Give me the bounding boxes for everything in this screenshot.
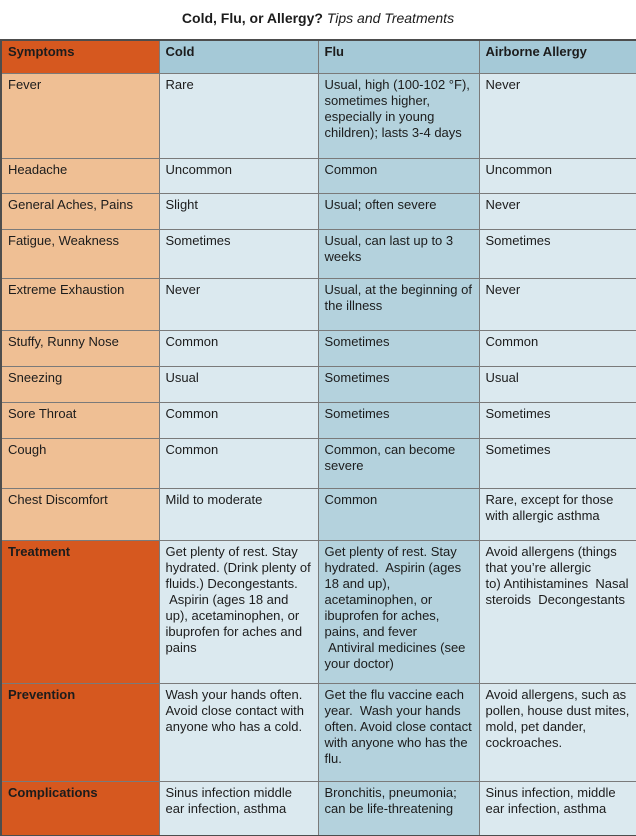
table-row: Headache Uncommon Common Uncommon [0,157,636,194]
cell-flu: Usual, at the beginning of the illness [317,277,480,331]
header-row: Symptoms Cold Flu Airborne Allergy [0,39,636,74]
cell-cold: Wash your hands often. Avoid close conta… [158,682,319,782]
comparison-table: Symptoms Cold Flu Airborne Allergy Fever… [0,39,636,836]
cell-cold: Sometimes [158,228,319,279]
cell-allergy: Rare, except for those with allergic ast… [478,487,636,541]
cell-cold: Common [158,437,319,489]
table-body: Fever Rare Usual, high (100-102 °F), somet… [0,72,636,836]
cell-cold: Uncommon [158,157,319,194]
cell-allergy: Sometimes [478,437,636,489]
table-row: Fatigue, Weakness Sometimes Usual, can las… [0,228,636,279]
cell-flu: Get the flu vaccine each year. Wash your… [317,682,480,782]
table-header: Symptoms Cold Flu Airborne Allergy [0,39,636,74]
row-label: Stuffy, Runny Nose [0,329,160,367]
cell-flu: Common, can become severe [317,437,480,489]
header-allergy: Airborne Allergy [478,39,636,74]
cell-cold: Sinus infection middle ear infection, as… [158,780,319,836]
cell-allergy: Common [478,329,636,367]
cell-cold: Mild to moderate [158,487,319,541]
row-label: Cough [0,437,160,489]
cell-cold: Slight [158,192,319,230]
page-title: Cold, Flu, or Allergy? Tips and Treatmen… [0,0,636,39]
cell-cold: Common [158,329,319,367]
cell-flu: Usual, can last up to 3 weeks [317,228,480,279]
cell-flu: Sometimes [317,365,480,403]
cell-cold: Rare [158,72,319,159]
row-label: General Aches, Pains [0,192,160,230]
row-label: Sneezing [0,365,160,403]
cell-cold: Get plenty of rest. Stay hydrated. (Drin… [158,539,319,684]
row-label: Sore Throat [0,401,160,439]
row-label: Headache [0,157,160,194]
cell-flu: Usual, high (100-102 °F), sometimes high… [317,72,480,159]
row-label: Fever [0,72,160,159]
cell-allergy: Uncommon [478,157,636,194]
cell-flu: Get plenty of rest. Stay hydrated. Aspir… [317,539,480,684]
table-row: Sore Throat Common Sometimes Sometimes [0,401,636,439]
cell-allergy: Avoid allergens, such as pollen, house d… [478,682,636,782]
row-label: Extreme Exhaustion [0,277,160,331]
header-flu: Flu [317,39,480,74]
header-symptoms: Symptoms [0,39,160,74]
cell-allergy: Avoid allergens (things that you’re alle… [478,539,636,684]
row-label: Fatigue, Weakness [0,228,160,279]
cell-flu: Sometimes [317,401,480,439]
table-row: Treatment Get plenty of rest. Stay hydrat… [0,539,636,684]
cell-flu: Common [317,487,480,541]
cell-flu: Sometimes [317,329,480,367]
row-label: Prevention [0,682,160,782]
cell-allergy: Never [478,192,636,230]
title-main: Cold, Flu, or Allergy? [181,9,323,26]
table-row: Cough Common Common, can become severe Some… [0,437,636,489]
cell-flu: Bronchitis, pneumonia; can be life-threa… [317,780,480,836]
table-row: Sneezing Usual Sometimes Usual [0,365,636,403]
cell-allergy: Usual [478,365,636,403]
table-row: Fever Rare Usual, high (100-102 °F), somet… [0,72,636,159]
cell-allergy: Sometimes [478,228,636,279]
table-row: Prevention Wash your hands often. Avoid c… [0,682,636,782]
cell-allergy: Never [478,72,636,159]
cell-allergy: Sinus infection, middle ear infection, a… [478,780,636,836]
cell-allergy: Never [478,277,636,331]
row-label: Chest Discomfort [0,487,160,541]
table-row: General Aches, Pains Slight Usual; often s… [0,192,636,230]
table-row: Extreme Exhaustion Never Usual, at the beg… [0,277,636,331]
table-row: Complications Sinus infection middle ear … [0,780,636,836]
cell-cold: Usual [158,365,319,403]
cell-flu: Usual; often severe [317,192,480,230]
title-subtitle: Tips and Treatments [322,9,455,26]
cell-cold: Never [158,277,319,331]
cell-cold: Common [158,401,319,439]
table-row: Stuffy, Runny Nose Common Sometimes Common [0,329,636,367]
table-row: Chest Discomfort Mild to moderate Common Ra… [0,487,636,541]
row-label: Complications [0,780,160,836]
cell-flu: Common [317,157,480,194]
row-label: Treatment [0,539,160,684]
cell-allergy: Sometimes [478,401,636,439]
header-cold: Cold [158,39,319,74]
